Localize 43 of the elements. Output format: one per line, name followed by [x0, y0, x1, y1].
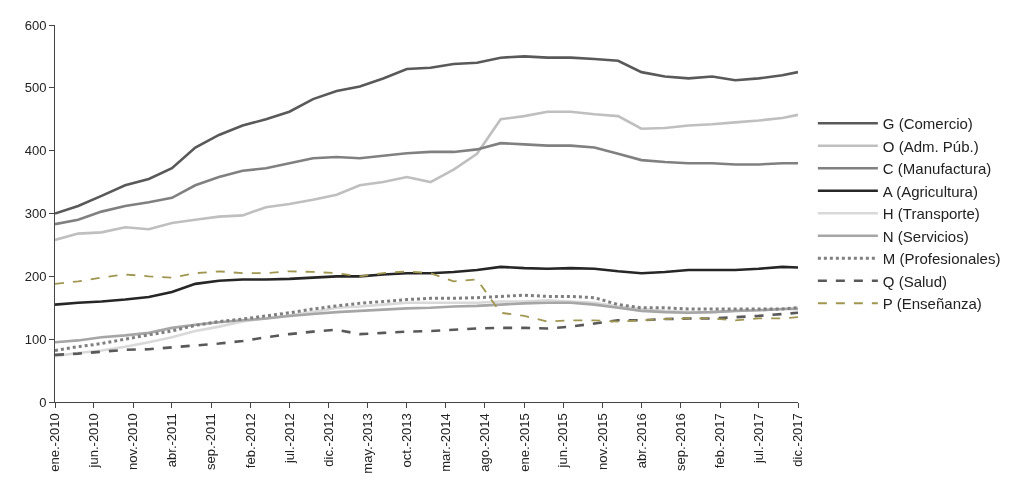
x-tick-label: may.-2013: [359, 413, 375, 474]
x-tick-label: ago.-2014: [477, 413, 493, 472]
x-tick-label: oct.-2013: [399, 413, 415, 468]
x-tick-label: abr.-2011: [164, 413, 180, 468]
legend-label: M (Profesionales): [882, 250, 1001, 268]
x-tick-label: ene.-2015: [516, 413, 532, 472]
y-tick-label: 100: [24, 331, 47, 347]
line-series: [55, 311, 798, 357]
x-tick-label: feb.-2012: [242, 413, 258, 469]
x-tick-label: nov.-2015: [594, 413, 610, 471]
line-series: [55, 141, 798, 226]
x-tick-label: dic.-2017: [790, 413, 806, 467]
x-tick-label: sep.-2011: [203, 413, 219, 471]
y-tick-label: 500: [24, 80, 47, 96]
legend-label: H (Transporte): [882, 205, 980, 223]
legend-label: C (Manufactura): [882, 160, 992, 178]
x-tick-label: mar.-2014: [437, 413, 453, 472]
x-tick-label: sep.-2016: [673, 413, 689, 472]
x-tick-label: feb.-2017: [712, 413, 728, 469]
x-tick-label: jun.-2015: [555, 413, 571, 469]
legend-label: O (Adm. Púb.): [882, 137, 979, 155]
line-series: [55, 110, 798, 242]
x-tick-label: abr.-2016: [633, 413, 649, 469]
x-tick-label: jul.-2012: [281, 413, 297, 465]
line-series: [55, 265, 798, 306]
y-tick-label: 200: [24, 268, 47, 284]
x-tick-label: ene.-2010: [47, 413, 63, 472]
line-series: [55, 293, 798, 352]
x-tick-label: jul.-2017: [750, 413, 766, 465]
legend-label: Q (Salud): [882, 272, 948, 290]
x-tick-label: dic.-2012: [320, 413, 336, 467]
legend-label: P (Enseñanza): [882, 295, 982, 313]
x-tick-label: jun.-2010: [86, 413, 102, 469]
y-tick-label: 300: [24, 206, 47, 222]
legend-label: G (Comercio): [882, 115, 973, 133]
line-series: [55, 55, 798, 215]
y-tick-label: 0: [39, 394, 47, 410]
y-tick-label: 400: [24, 143, 47, 159]
x-tick-label: nov.-2010: [125, 413, 141, 471]
legend-label: N (Servicios): [882, 227, 969, 245]
line-series: [55, 270, 798, 323]
legend-label: A (Agricultura): [882, 182, 978, 200]
y-tick-label: 600: [24, 17, 47, 33]
